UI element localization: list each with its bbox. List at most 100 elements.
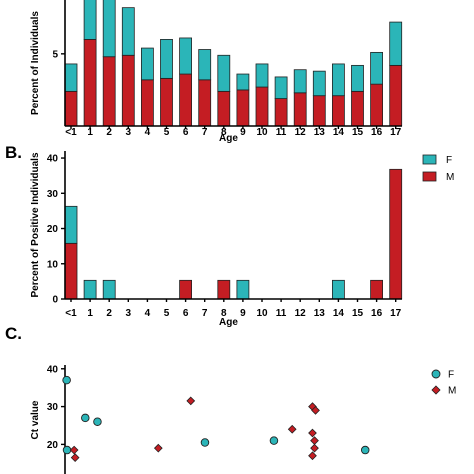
point-m <box>308 451 317 461</box>
bar-m-3 <box>121 54 135 127</box>
bar-f-16 <box>370 51 384 85</box>
bar-f-4 <box>140 47 154 81</box>
bar-m-6 <box>179 73 193 127</box>
bar-f-10 <box>255 63 269 88</box>
y-tick-label: 20 <box>47 440 59 451</box>
bar-f-5 <box>160 39 173 79</box>
bar-f-3 <box>121 7 135 56</box>
bar-m-15 <box>351 90 364 127</box>
x-tick-label: 4 <box>145 127 151 138</box>
bar-f-12 <box>293 69 307 94</box>
x-tick-label: 15 <box>352 127 364 138</box>
point-f <box>93 417 102 426</box>
x-tick-label: 15 <box>352 308 364 319</box>
point-f <box>269 436 279 445</box>
y-axis-title: Ct value <box>30 400 41 439</box>
x-tick-label: 13 <box>314 127 326 138</box>
point-m <box>70 453 80 462</box>
bar-f-9 <box>236 73 250 91</box>
bar-f-1 <box>83 279 97 300</box>
bar-f-<1 <box>64 63 78 92</box>
point-f <box>200 438 210 447</box>
x-tick-label: 1 <box>87 308 93 319</box>
legend-swatch-m <box>422 171 437 182</box>
legend-label-m: M <box>446 172 454 183</box>
x-axis-title: Age <box>219 133 238 144</box>
x-tick-label: 9 <box>240 308 246 319</box>
x-tick-label: 1 <box>87 127 93 138</box>
x-tick-label: 3 <box>126 308 132 319</box>
point-m <box>311 406 320 415</box>
x-tick-label: 14 <box>333 308 345 319</box>
x-tick-label: 2 <box>106 308 112 319</box>
bar-f-14 <box>331 279 345 300</box>
x-tick-label: 5 <box>164 127 170 138</box>
x-tick-label: 13 <box>314 308 326 319</box>
point-f <box>62 375 71 385</box>
x-tick-label: 8 <box>221 308 227 319</box>
bar-m-5 <box>160 77 173 127</box>
x-tick-label: 10 <box>256 127 268 138</box>
legend-label-f: F <box>446 155 452 166</box>
y-tick-label: 40 <box>47 364 59 375</box>
bar-f-6 <box>179 37 193 75</box>
panel-b-chart: B.<1 1 2 3 4 5 6 7 8 9 10 11 12 13 14 15 16 17010203040Ag… <box>5 143 454 328</box>
bar-f-8 <box>217 54 231 92</box>
bar-f-13 <box>312 70 326 97</box>
y-tick-label: 20 <box>47 224 59 235</box>
x-tick-label: 9 <box>240 127 246 138</box>
point-f <box>62 445 72 455</box>
bar-f-9 <box>236 279 250 300</box>
bar-m-12 <box>293 92 307 127</box>
point-m <box>308 428 317 438</box>
bar-m-17 <box>389 168 403 300</box>
x-tick-label: 4 <box>145 308 151 319</box>
y-tick-label: 30 <box>47 189 59 200</box>
y-axis-title: Percent of Positive Individuals <box>30 152 41 297</box>
y-tick-label: 0 <box>52 295 58 306</box>
x-tick-label: 10 <box>256 308 268 319</box>
bar-m-2 <box>102 56 116 127</box>
legend-marker-m <box>431 385 441 395</box>
bar-m-6 <box>179 279 193 300</box>
point-f <box>81 413 90 423</box>
x-tick-label: 7 <box>202 308 208 319</box>
y-tick-label: 30 <box>47 402 59 413</box>
bar-f-7 <box>198 49 212 81</box>
legend-label-f: F <box>448 370 454 381</box>
x-tick-label: 2 <box>106 127 112 138</box>
x-tick-label: 12 <box>295 308 307 319</box>
bar-m-16 <box>370 279 384 300</box>
bar-f-2 <box>102 279 116 300</box>
bar-m-17 <box>389 64 403 127</box>
x-tick-label: 17 <box>390 127 402 138</box>
bar-f-1 <box>83 0 97 40</box>
bar-m-8 <box>217 90 231 127</box>
bar-m-<1 <box>64 90 78 127</box>
x-tick-label: 11 <box>276 127 287 138</box>
x-tick-label: 8 <box>221 127 227 138</box>
point-m <box>153 443 163 453</box>
point-m <box>186 396 196 406</box>
bar-m-10 <box>255 86 269 127</box>
point-m <box>287 424 297 434</box>
x-tick-label: <1 <box>65 308 77 319</box>
x-tick-label: 7 <box>202 127 208 138</box>
point-m <box>69 445 79 455</box>
bar-f-<1 <box>64 205 78 244</box>
legend-marker-f <box>431 369 441 379</box>
point-f <box>360 445 370 455</box>
legend-swatch-f <box>422 154 437 165</box>
bar-f-2 <box>102 0 116 58</box>
x-tick-label: 16 <box>371 127 383 138</box>
y-tick-label: 40 <box>47 154 59 165</box>
bar-m-1 <box>83 39 97 127</box>
x-tick-label: 3 <box>126 127 132 138</box>
bar-m-4 <box>140 79 154 127</box>
x-tick-label: 5 <box>164 308 170 319</box>
x-tick-label: <1 <box>65 127 77 138</box>
bar-m-14 <box>331 95 345 127</box>
